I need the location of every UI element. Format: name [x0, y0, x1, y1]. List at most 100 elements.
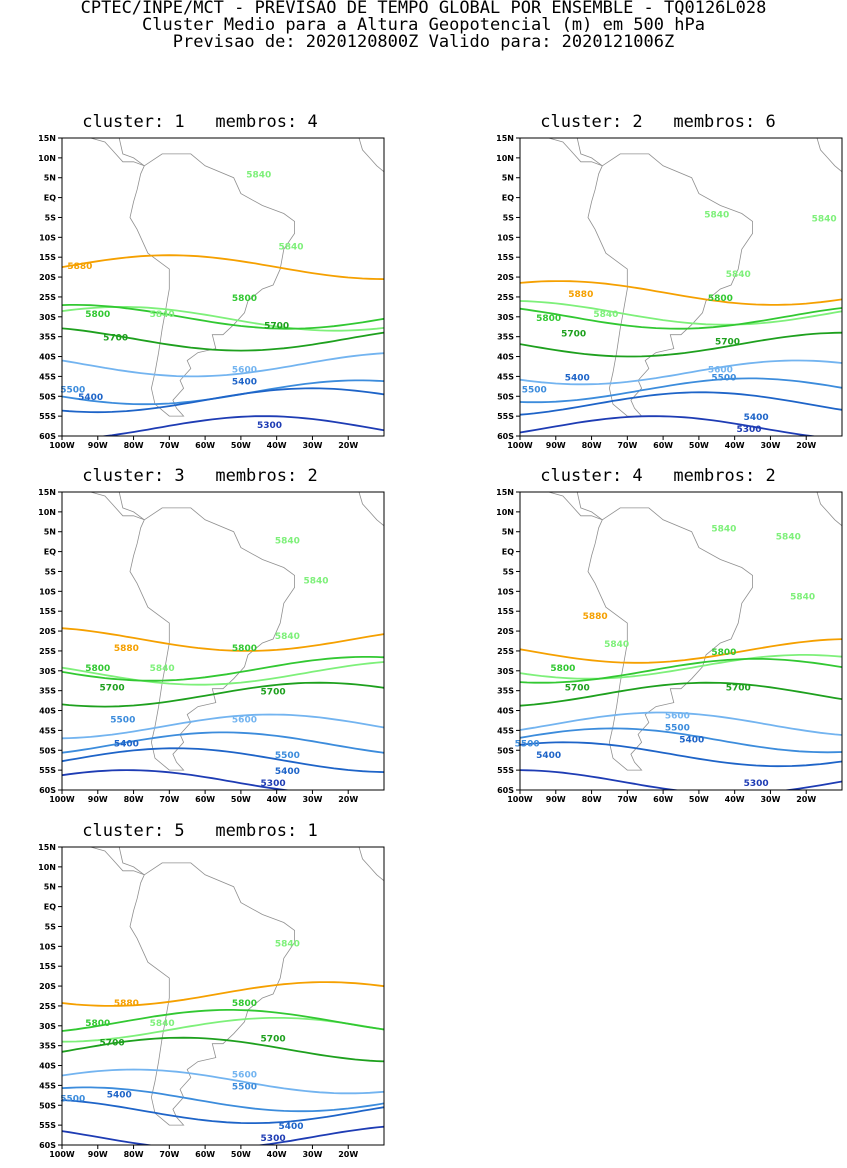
contour-label-5600: 5600: [232, 715, 257, 725]
contour-5700: [520, 331, 842, 358]
lon-tick-label: 20W: [338, 441, 358, 450]
lon-tick-label: 20W: [338, 1150, 358, 1159]
coastline-south-america: [129, 153, 295, 417]
lat-tick-label: 30S: [39, 667, 56, 676]
coastline-south-america: [587, 153, 753, 417]
contour-5700: [520, 681, 842, 707]
lat-tick-label: 45S: [39, 372, 56, 381]
lon-tick-label: 20W: [338, 795, 358, 804]
contour-5800: [520, 307, 842, 330]
contour-label-5400: 5400: [114, 739, 139, 749]
lon-tick-label: 20W: [796, 795, 816, 804]
contour-label-5600: 5600: [232, 1070, 257, 1080]
contour-5300: [99, 415, 384, 436]
contour-label-5500: 5500: [232, 1082, 257, 1092]
coastline-central-america: [89, 492, 145, 521]
contour-label-5840: 5840: [150, 1019, 175, 1029]
contour-label-5300: 5300: [261, 779, 286, 789]
lon-tick-label: 60W: [653, 441, 673, 450]
lon-tick-label: 30W: [302, 795, 322, 804]
contour-label-5500: 5500: [275, 751, 300, 761]
contour-5800: [62, 656, 384, 682]
lat-tick-label: 25S: [39, 1002, 56, 1011]
contour-label-5880: 5880: [114, 644, 139, 654]
cluster-map-1: 5880 5840 5840 5840 5800 5800 5700 5700 5600 5500…: [38, 134, 385, 450]
cluster-panel-5: cluster: 5 membros: 1 5880 5840 5840 5800 58…: [10, 823, 390, 1168]
lat-tick-label: 10N: [496, 154, 514, 163]
lat-tick-label: 45S: [497, 372, 514, 381]
contour-5400: [62, 747, 384, 773]
lat-tick-label: 30S: [497, 313, 514, 322]
lat-tick-label: 5N: [44, 883, 56, 892]
lat-tick-label: 20S: [39, 982, 56, 991]
contour-label-5700: 5700: [565, 684, 590, 694]
lon-tick-label: 100W: [49, 795, 75, 804]
contour-5600: [62, 1068, 384, 1095]
coastline-caribbean: [117, 138, 145, 167]
lat-tick-label: 50S: [39, 746, 56, 755]
lat-tick-label: 15N: [496, 488, 514, 497]
lat-tick-label: 10N: [38, 154, 56, 163]
lat-tick-label: 5S: [45, 567, 57, 576]
contour-label-5700: 5700: [261, 1035, 286, 1045]
lon-tick-label: 70W: [159, 795, 179, 804]
lat-tick-label: 40S: [39, 1062, 56, 1071]
lon-tick-label: 100W: [507, 795, 533, 804]
contour-label-5840: 5840: [711, 525, 736, 535]
lat-tick-label: 35S: [39, 687, 56, 696]
lon-tick-label: 40W: [267, 795, 287, 804]
coastline-africa: [358, 138, 384, 173]
contour-label-5300: 5300: [261, 1134, 286, 1144]
coastline-central-america: [89, 138, 145, 167]
cluster-map-2: 5880584058405840584058005800570057005600…: [496, 134, 843, 450]
cluster-map-5: 5880 5840 5840 5800 5800 5700 5700 5600 5500 5500…: [38, 843, 385, 1159]
contour-label-5840: 5840: [790, 592, 815, 602]
contour-5700: [62, 1036, 384, 1063]
coastline-south-america: [587, 507, 753, 771]
lon-tick-label: 30W: [302, 441, 322, 450]
lat-tick-label: 55S: [39, 766, 56, 775]
contour-5300: [520, 415, 819, 436]
lat-tick-label: 10S: [39, 233, 56, 242]
coastline-africa: [816, 492, 842, 527]
coastline-south-america: [129, 507, 295, 771]
contour-label-5400: 5400: [744, 413, 769, 423]
lon-tick-label: 60W: [195, 795, 215, 804]
contour-label-5700: 5700: [103, 334, 128, 344]
lat-tick-label: 45S: [39, 726, 56, 735]
contour-label-5840: 5840: [812, 214, 837, 224]
contour-5600: [62, 352, 384, 378]
contour-label-5800: 5800: [232, 644, 257, 654]
panel-title: cluster: 4 membros: 2: [540, 466, 776, 486]
contour-label-5880: 5880: [114, 999, 139, 1009]
contour-5880: [62, 254, 384, 280]
contour-label-5600: 5600: [665, 711, 690, 721]
contour-label-5800: 5800: [708, 294, 733, 304]
header-title: CPTEC/INPE/MCT - PREVISAO DE TEMPO GLOBA…: [80, 0, 767, 18]
lon-tick-label: 100W: [49, 441, 75, 450]
lat-tick-label: 15S: [39, 962, 56, 971]
cluster-panel-3: cluster: 3 membros: 2 5880 5840 5840 5840 58…: [10, 468, 390, 813]
contour-label-5400: 5400: [107, 1090, 132, 1100]
contour-label-5500: 5500: [110, 715, 135, 725]
contour-5840: [520, 300, 842, 326]
contour-label-5600: 5600: [232, 365, 257, 375]
lon-tick-label: 50W: [689, 441, 709, 450]
lat-tick-label: 45S: [39, 1081, 56, 1090]
map-frame: [519, 137, 843, 437]
contour-label-5800: 5800: [232, 999, 257, 1009]
contour-label-5700: 5700: [715, 338, 740, 348]
contour-5600: [520, 711, 842, 736]
contour-label-5880: 5880: [568, 290, 593, 300]
header: CPTEC/INPE/MCT - PREVISAO DE TEMPO GLOBA…: [0, 0, 847, 51]
contour-label-5500: 5500: [665, 723, 690, 733]
lat-tick-label: 10N: [496, 508, 514, 517]
map-frame: [61, 137, 385, 437]
lon-tick-label: 60W: [195, 1150, 215, 1159]
map-frame: [519, 491, 843, 791]
coastline-africa: [358, 492, 384, 527]
panel-title: cluster: 5 membros: 1: [82, 821, 318, 841]
lon-tick-label: 30W: [302, 1150, 322, 1159]
contour-label-5300: 5300: [744, 779, 769, 789]
contour-label-5840: 5840: [246, 171, 271, 181]
